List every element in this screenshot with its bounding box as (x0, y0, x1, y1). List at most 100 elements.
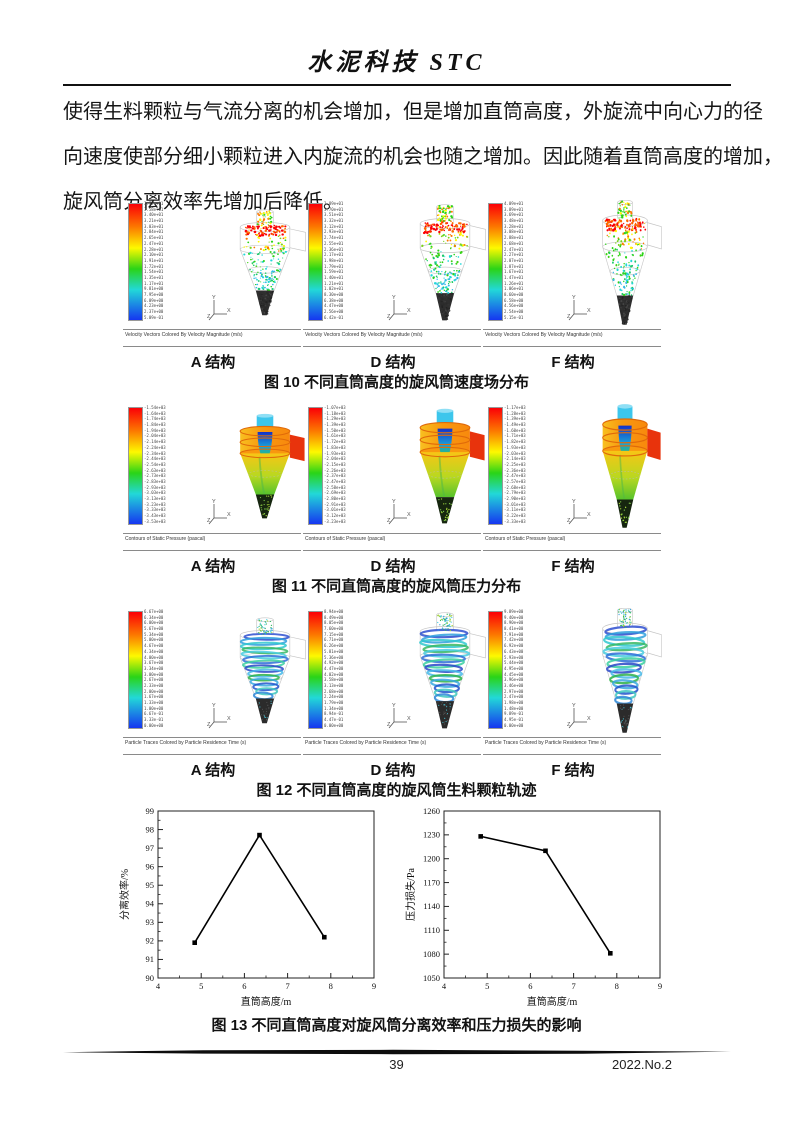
fig11-panel-F: -1.17e+03 -1.28e+03 -1.39e+03 -1.49e+03 -1.6… (483, 404, 679, 576)
axis-triad-icon: Y X Z (207, 499, 231, 525)
legend-value: -2.47e+03 (324, 478, 346, 484)
legend-value: 5.34e+00 (144, 631, 164, 637)
legend-value: 3.96e+00 (504, 677, 524, 683)
legend-value: 3.40e+01 (144, 212, 164, 218)
legend-value: -2.04e+03 (144, 433, 166, 439)
panel-rule-bottom (303, 550, 481, 551)
legend-value: 1.67e+01 (504, 269, 524, 275)
legend-value: -3.12e+03 (324, 513, 346, 519)
svg-text:Y: Y (212, 703, 216, 709)
legend-value: -1.17e+03 (504, 405, 526, 410)
panel-solver-caption: Velocity Vectors Colored By Velocity Mag… (305, 332, 423, 338)
svg-text:1200: 1200 (423, 854, 440, 864)
legend-value: 0.00e+00 (144, 722, 164, 728)
legend-value: -3.11e+03 (504, 507, 526, 513)
fig10-panel-F: 4.09e+01 3.89e+01 3.69e+01 3.48e+01 3.28e+01… (483, 200, 679, 372)
svg-text:96: 96 (146, 861, 155, 871)
svg-text:4: 4 (442, 981, 447, 991)
legend-value: -2.90e+03 (504, 496, 526, 501)
svg-text:95: 95 (146, 880, 155, 890)
axis-triad-icon: Y X Z (567, 295, 591, 321)
legend-value: 2.17e+01 (324, 252, 344, 258)
colormap-legend-labels: 4.09e+01 3.89e+01 3.69e+01 3.48e+01 3.28e+01… (504, 202, 523, 320)
legend-value: 8.94e-01 (324, 711, 344, 717)
colormap-legend-labels: 3.77e+01 3.58e+01 3.40e+01 3.21e+01 3.03e+01… (144, 202, 163, 320)
legend-value: 5.44e+00 (504, 660, 524, 666)
svg-text:X: X (587, 512, 591, 518)
legend-value: -1.60e+03 (504, 427, 526, 433)
svg-text:9: 9 (658, 981, 662, 991)
panel-rule-bottom (483, 754, 661, 755)
legend-value: 1.06e+01 (504, 286, 524, 292)
colormap-legend-labels: 8.94e+00 8.49e+00 8.05e+00 7.60e+00 7.15e+00… (324, 610, 343, 728)
legend-value: 2.00e+00 (144, 688, 164, 694)
cyclone-simulation-image (419, 408, 485, 524)
colormap-legend-labels: -1.54e+03 -1.64e+03 -1.74e+03 -1.84e+03 -1.9… (144, 406, 166, 524)
svg-text:Z: Z (387, 722, 391, 728)
legend-value: 6.67e-01 (144, 711, 164, 717)
legend-value: 1.34e+00 (324, 705, 344, 711)
svg-text:8: 8 (329, 981, 333, 991)
legend-value: -3.23e+03 (324, 518, 346, 524)
legend-value: 1.79e+01 (324, 263, 344, 269)
svg-text:97: 97 (146, 843, 155, 853)
legend-value: -2.47e+03 (504, 473, 526, 479)
journal-title: 水泥科技 STC (307, 50, 486, 76)
svg-text:Z: Z (387, 518, 391, 524)
legend-value: 1.59e+01 (324, 269, 344, 275)
axis-triad-icon: Y X Z (387, 295, 411, 321)
legend-value: 2.74e+01 (324, 235, 344, 241)
legend-value: 2.88e+01 (504, 235, 524, 241)
legend-value: 2.47e+00 (504, 694, 524, 700)
legend-value: 7.91e+00 (504, 631, 524, 637)
panel-structure-label: F 结构 (551, 558, 595, 575)
legend-value: -3.33e+03 (504, 518, 526, 524)
svg-text:Z: Z (567, 314, 571, 320)
colormap-legend-labels: 9.89e+00 9.40e+00 8.90e+00 8.41e+00 7.91e+00… (504, 610, 523, 728)
legend-value: 2.54e+00 (504, 309, 524, 315)
legend-value: 2.68e+00 (324, 688, 344, 694)
legend-value: -1.84e+03 (144, 422, 166, 428)
colormap-legend-bar (128, 203, 143, 321)
panel-rule-top (303, 533, 481, 534)
legend-value: 2.28e+01 (144, 246, 164, 252)
fig12-caption: 图 12 不同直筒高度的旋风筒生料颗粒轨迹 (256, 782, 537, 799)
legend-value: -2.91e+03 (324, 501, 346, 507)
colormap-legend-labels: 3.89e+01 3.70e+01 3.51e+01 3.32e+01 3.12e+01… (324, 202, 343, 320)
svg-text:Y: Y (572, 703, 576, 709)
legend-value: 2.47e+01 (504, 246, 524, 252)
legend-value: 2.68e+01 (504, 240, 524, 246)
svg-text:6: 6 (528, 981, 532, 991)
legend-value: 0.00e+00 (504, 722, 524, 728)
cyclone-simulation-image (602, 608, 662, 733)
legend-value: 4.56e+00 (504, 303, 524, 309)
panel-structure-label: D 结构 (370, 762, 416, 779)
panel-rule-bottom (303, 346, 481, 347)
legend-value: 3.00e+00 (144, 671, 164, 677)
svg-text:1140: 1140 (423, 901, 440, 911)
fig10-caption: 图 10 不同直筒高度的旋风筒速度场分布 (263, 374, 530, 391)
panel-structure-label: A 结构 (190, 354, 236, 371)
svg-text:X: X (587, 308, 591, 314)
legend-value: 6.92e+00 (504, 643, 524, 649)
legend-value: 1.26e+01 (504, 280, 524, 286)
legend-value: 3.51e+01 (324, 212, 344, 218)
legend-value: 2.36e+01 (324, 246, 344, 252)
legend-value: 1.87e+01 (504, 263, 524, 269)
legend-value: -1.29e+03 (324, 416, 346, 422)
fig10-panel-D: 3.89e+01 3.70e+01 3.51e+01 3.32e+01 3.12e+01… (303, 200, 499, 372)
figure-row-fig11: -1.54e+03 -1.64e+03 -1.74e+03 -1.84e+03 -1.9… (0, 404, 793, 576)
legend-value: -1.39e+03 (324, 422, 346, 428)
legend-value: 6.00e+00 (144, 620, 164, 626)
legend-value: 3.58e+00 (324, 677, 344, 683)
svg-text:1170: 1170 (423, 877, 440, 887)
legend-value: 4.09e+01 (504, 201, 524, 206)
legend-value: 5.09e-01 (144, 314, 164, 320)
legend-value: 3.77e+01 (144, 201, 164, 206)
figure13-caption: 图 13 不同直筒高度对旋风筒分离效率和压力损失的影响 (211, 1017, 582, 1034)
legend-value: 3.67e+00 (144, 660, 164, 666)
legend-value: 2.24e+00 (324, 694, 344, 700)
svg-text:7: 7 (571, 981, 575, 991)
svg-text:X: X (587, 716, 591, 722)
legend-value: 3.34e+00 (144, 665, 164, 671)
